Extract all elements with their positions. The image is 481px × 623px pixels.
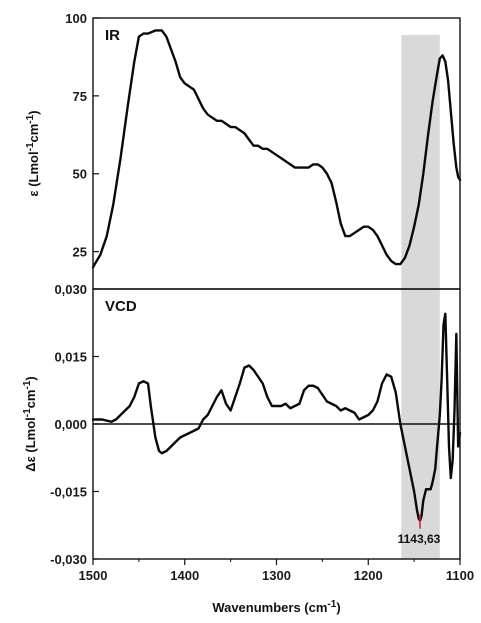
axis-title-text: ) (336, 600, 340, 615)
highlight-band (401, 35, 440, 289)
y-axis-title: Δε (Lmol-1cm-1) (22, 376, 38, 471)
axis-title-text: Wavenumbers (cm (212, 600, 327, 615)
panel-label-ir: IR (105, 27, 120, 44)
y-tick-label: 75 (73, 89, 87, 104)
axis-title-text: cm (23, 390, 38, 409)
axis-title-superscript: -1 (327, 599, 336, 610)
y-tick-label: 0,000 (54, 417, 87, 432)
y-axis-title: ε (Lmol-1cm-1) (25, 110, 41, 196)
y-tick-label: -0,015 (50, 485, 87, 500)
annotation-label: 1143,63 (398, 532, 441, 546)
x-tick-label: 1500 (79, 568, 108, 583)
series-line-vcd (91, 312, 462, 522)
axis-title-text: ) (23, 376, 38, 380)
series-line-ir (91, 29, 462, 269)
x-tick-label: 1200 (354, 568, 383, 583)
axis-title-superscript: -1 (25, 142, 36, 151)
axis-title-text: Δε (Lmol (23, 417, 38, 472)
axis-title-superscript: -1 (22, 380, 33, 389)
panel-label-vcd: VCD (105, 298, 137, 315)
axis-title-text: cm (26, 124, 41, 143)
y-tick-label: 100 (65, 11, 87, 26)
x-tick-label: 1300 (262, 568, 291, 583)
axis-title-text: ε (Lmol (26, 151, 41, 196)
x-tick-label: 1400 (170, 568, 199, 583)
series-layer (91, 29, 462, 529)
x-tick-label: 1100 (446, 568, 474, 583)
y-tick-label: 50 (73, 167, 87, 182)
axis-title-superscript: -1 (25, 114, 36, 123)
x-axis-title: Wavenumbers (cm-1) (212, 599, 340, 615)
y-tick-label: 0,030 (54, 282, 87, 297)
axis-title-superscript: -1 (22, 408, 33, 417)
ticks-layer (92, 17, 461, 565)
y-tick-label: 25 (73, 245, 87, 260)
axis-title-text: ) (26, 110, 41, 114)
y-tick-label: 0,015 (54, 350, 87, 365)
y-tick-label: -0,030 (50, 552, 87, 567)
